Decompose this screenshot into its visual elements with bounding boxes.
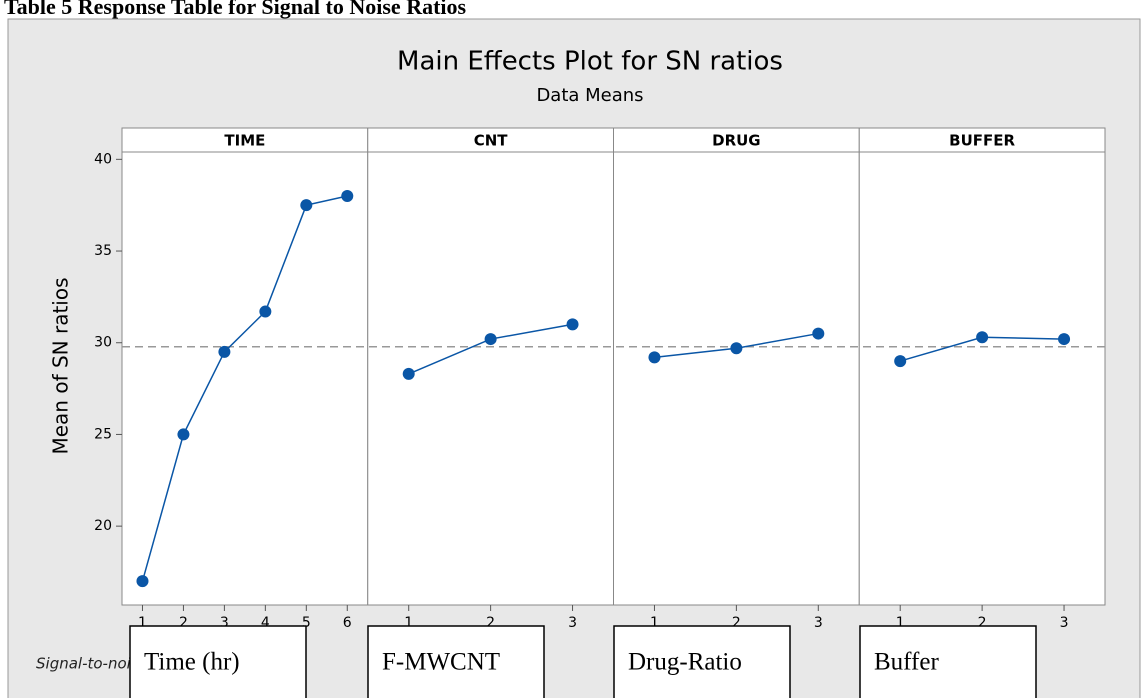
point	[648, 351, 661, 364]
chart-subtitle: Data Means	[536, 85, 643, 106]
x-tick-label: 3	[220, 615, 229, 631]
x-tick-label: 5	[302, 615, 311, 631]
point	[218, 345, 231, 358]
x-tick-label: 3	[568, 615, 577, 631]
panel	[858, 151, 1106, 606]
point	[402, 367, 415, 380]
label-box-text: Time (hr)	[144, 649, 240, 676]
effect-line	[141, 195, 348, 582]
label-box-text: Drug-Ratio	[628, 649, 742, 676]
x-tick-label: 2	[179, 615, 188, 631]
panel	[121, 151, 369, 606]
panel	[613, 151, 860, 606]
x-tick-label: 2	[486, 615, 495, 631]
x-tick-label: 3	[814, 615, 823, 631]
strip-label: TIME	[224, 132, 265, 150]
point	[177, 428, 190, 441]
caption: Table 5 Response Table for Signal to Noi…	[4, 0, 467, 19]
point	[812, 327, 825, 340]
strip-label: CNT	[474, 132, 509, 150]
label-box	[613, 625, 791, 698]
point	[976, 331, 989, 344]
point	[894, 355, 907, 368]
y-tick-label: 40	[94, 151, 112, 167]
x-tick-label: 4	[261, 615, 270, 631]
point	[566, 318, 579, 331]
point	[1058, 333, 1071, 346]
y-tick-label: 25	[94, 426, 112, 442]
point	[730, 342, 743, 355]
y-tick-label: 20	[94, 518, 112, 534]
point	[484, 333, 497, 346]
strip-label: BUFFER	[949, 132, 1015, 150]
x-tick-label: 6	[343, 615, 352, 631]
strip	[858, 127, 1106, 153]
strip	[121, 127, 369, 153]
label-box	[129, 625, 307, 698]
y-axis-label: Mean of SN ratios	[49, 277, 73, 454]
chart-title: Main Effects Plot for SN ratios	[397, 47, 783, 77]
panel	[367, 151, 614, 606]
point	[136, 575, 149, 588]
x-tick-label: 1	[650, 615, 659, 631]
x-tick-label: 2	[732, 615, 741, 631]
label-box-text: Buffer	[874, 649, 939, 676]
x-tick-label: 2	[978, 615, 987, 631]
x-tick-label: 3	[1060, 615, 1069, 631]
strip	[613, 127, 860, 153]
strip-label: DRUG	[712, 132, 761, 150]
x-tick-label: 1	[896, 615, 905, 631]
label-box-text: F-MWCNT	[382, 649, 500, 676]
x-tick-label: 1	[404, 615, 413, 631]
point	[341, 190, 354, 203]
label-box	[859, 625, 1037, 698]
y-tick-label: 30	[94, 335, 112, 351]
point	[259, 305, 272, 318]
point	[300, 199, 313, 212]
y-tick-label: 35	[94, 243, 112, 259]
x-tick-label: 1	[138, 615, 147, 631]
label-box	[367, 625, 545, 698]
